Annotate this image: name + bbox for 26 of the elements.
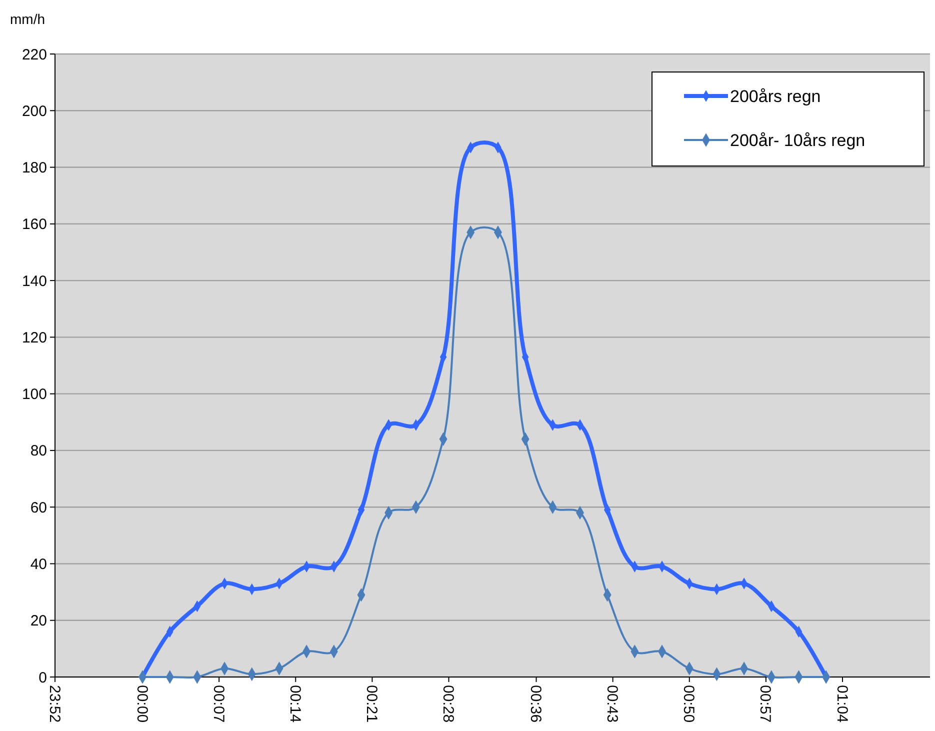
x-tick-label: 00:07	[210, 685, 227, 723]
y-tick-label: 40	[30, 556, 47, 573]
x-tick-label: 00:28	[440, 685, 456, 723]
y-tick-label: 140	[22, 272, 47, 290]
x-tick-label: 01:04	[833, 685, 850, 723]
y-tick-label: 100	[22, 386, 47, 404]
y-tick-label: 20	[30, 612, 47, 630]
x-tick-label: 23:52	[46, 685, 63, 723]
legend-label: 200år- 10års regn	[730, 130, 866, 150]
y-axis-title: mm/h	[10, 11, 45, 27]
y-tick-label: 180	[22, 160, 47, 177]
x-tick-label: 00:00	[133, 685, 150, 723]
x-tick-label: 00:21	[362, 685, 380, 723]
y-tick-label: 60	[30, 499, 47, 516]
x-tick-label: 00:14	[286, 685, 304, 723]
y-tick-label: 120	[22, 329, 47, 346]
x-tick-label: 00:43	[604, 685, 621, 723]
y-tick-label: 80	[30, 442, 47, 460]
y-tick-label: 220	[22, 46, 47, 64]
y-tick-label: 200	[22, 102, 47, 120]
y-tick-label: 0	[38, 669, 47, 686]
y-tick-label: 160	[22, 216, 47, 234]
x-tick-label: 00:57	[756, 685, 774, 723]
legend-label: 200års regn	[730, 86, 821, 106]
x-tick-label: 00:36	[527, 685, 544, 723]
x-tick-label: 00:50	[680, 685, 698, 723]
